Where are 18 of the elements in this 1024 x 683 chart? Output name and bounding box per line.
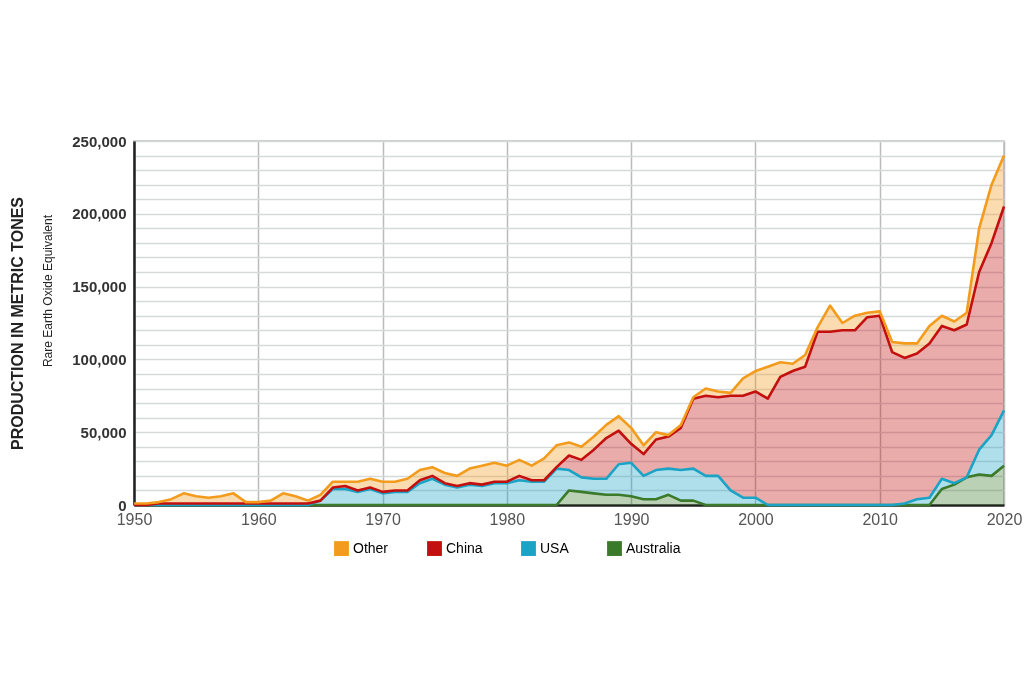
x-tick-label: 1980 bbox=[489, 510, 526, 528]
y-tick-label: 200,000 bbox=[72, 205, 127, 223]
legend-label: USA bbox=[540, 539, 570, 556]
legend-label: Australia bbox=[626, 539, 681, 556]
legend-label: China bbox=[446, 539, 483, 556]
y-tick-label: 150,000 bbox=[72, 278, 127, 296]
y-axis-title: PRODUCTION IN METRIC TONES bbox=[9, 196, 27, 451]
x-tick-label: 1960 bbox=[240, 510, 277, 528]
y-tick-label: 100,000 bbox=[72, 350, 127, 368]
x-tick-label: 2010 bbox=[862, 510, 899, 528]
x-tick-label: 1990 bbox=[613, 510, 650, 528]
x-tick-label: 2020 bbox=[986, 510, 1023, 528]
text: Rare Earth Oxide Equivalent bbox=[41, 214, 55, 368]
x-tick-label: 1970 bbox=[365, 510, 401, 528]
legend-label: Other bbox=[353, 539, 389, 556]
y-tick-label: 50,000 bbox=[80, 423, 127, 441]
x-tick-label: 2000 bbox=[738, 510, 774, 528]
y-tick-label: 250,000 bbox=[72, 132, 127, 150]
